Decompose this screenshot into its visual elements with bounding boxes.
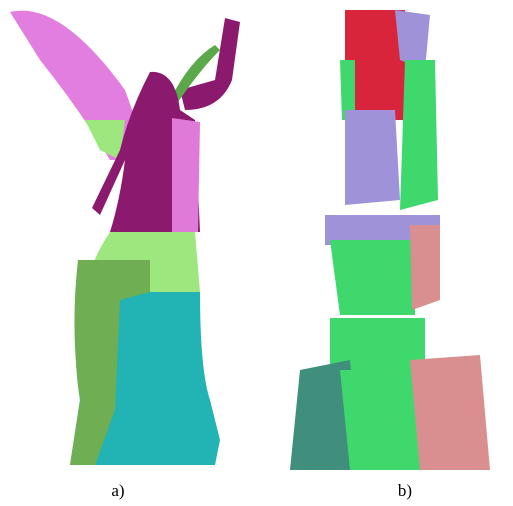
top-green-left: [340, 60, 355, 120]
arm-raised: [180, 18, 240, 110]
wing-green: [85, 120, 125, 160]
top-red: [345, 10, 410, 120]
statue-a: [10, 10, 240, 465]
elephant-green: [330, 240, 415, 315]
caption: a): [111, 481, 124, 500]
statue-b: [290, 10, 490, 470]
top-lavender: [395, 10, 430, 70]
pillar-green: [330, 318, 425, 380]
bottom-green: [340, 370, 425, 470]
bottom-salmon: [410, 355, 490, 470]
elephant-salmon: [410, 225, 440, 310]
caption: b): [398, 481, 412, 500]
torso-pink: [172, 118, 200, 232]
middle-lavender: [345, 110, 400, 205]
top-green-right: [400, 60, 438, 210]
palm: [170, 45, 220, 102]
skirt-olive: [70, 260, 150, 465]
